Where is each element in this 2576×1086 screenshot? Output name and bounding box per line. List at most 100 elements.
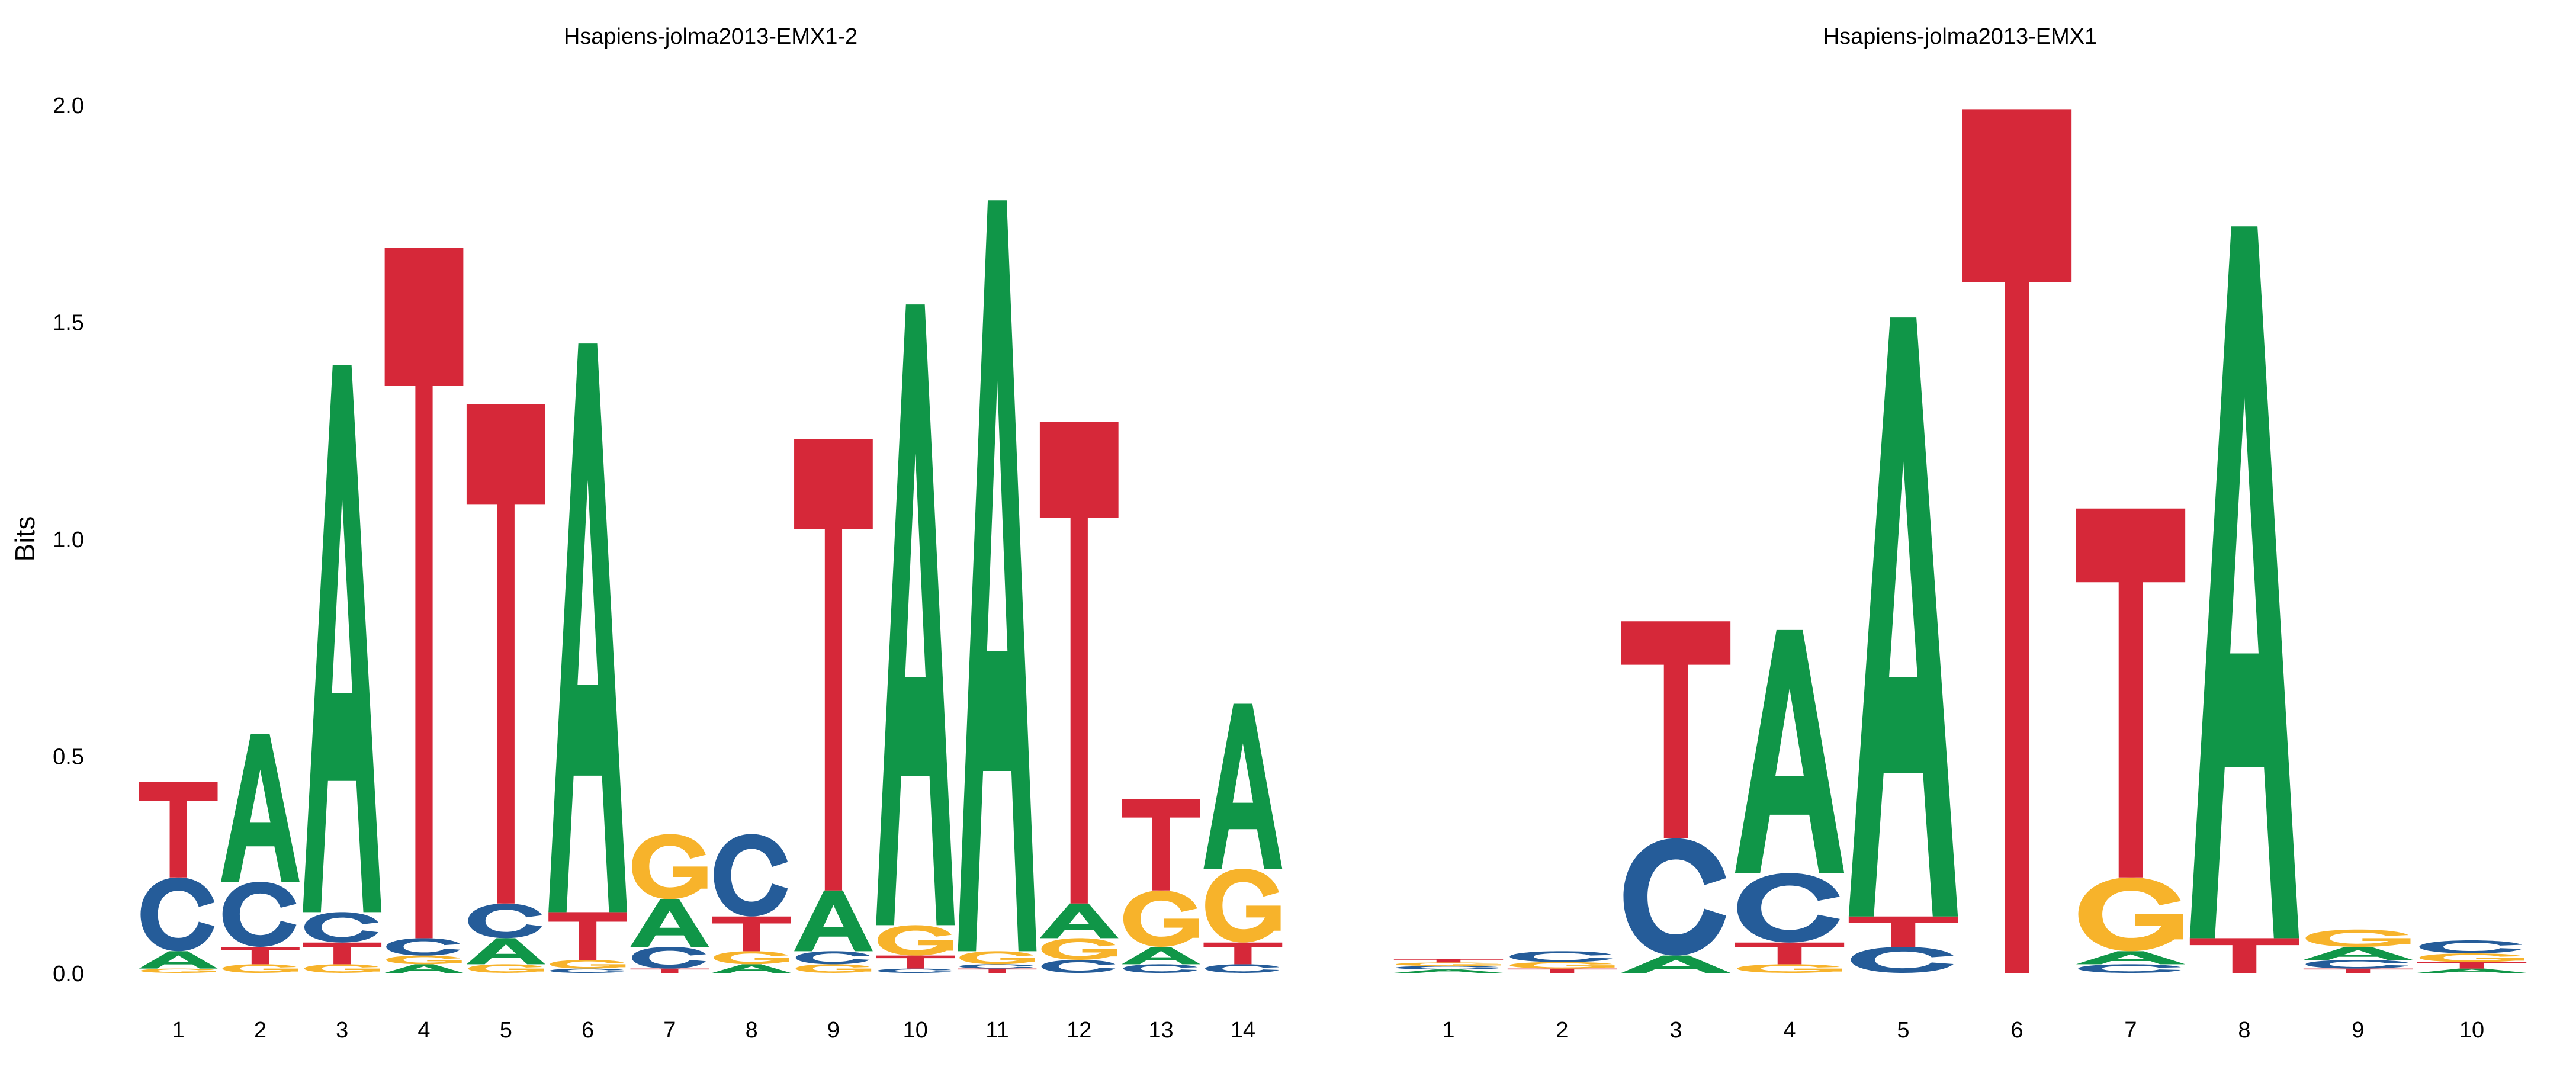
logo-position-5 [1848,317,1958,973]
x-tick-label: 5 [500,1018,512,1043]
x-tick-label: 8 [746,1018,758,1043]
glyph-a-shape [876,304,955,926]
glyph-c-shape [1623,838,1726,956]
letter-g [550,960,626,969]
glyph-t-shape [712,916,791,952]
letter-c [386,938,461,956]
glyph-c-shape [795,951,870,965]
letter-a [958,200,1037,952]
x-tick-label: 8 [2238,1018,2250,1043]
glyph-c-shape [222,882,297,947]
letter-g [304,964,380,973]
logo-position-9 [794,439,873,973]
logo-position-10 [876,304,955,973]
glyph-t-shape [303,942,382,965]
glyph-a-shape [630,899,709,947]
letter-g [222,964,298,973]
letter-t [794,439,873,891]
y-tick-label: 1.5 [53,311,84,336]
glyph-a-shape [1621,955,1731,973]
logo-position-6 [1962,109,2072,973]
letter-c [1509,951,1613,962]
glyph-g-shape [632,834,708,899]
glyph-a-shape [1203,703,1283,869]
letter-c [1041,960,1116,973]
glyph-t-shape [1122,799,1200,891]
logo-position-4 [384,248,464,973]
glyph-t-shape [2076,508,2186,878]
logo-position-14 [1203,703,1283,973]
logo-position-5 [466,404,545,973]
letter-t [2417,962,2527,969]
y-tick-label: 0.0 [53,962,84,987]
x-tick-label: 7 [2124,1018,2137,1043]
glyph-t-shape [2417,962,2527,969]
logo-position-2 [221,734,300,973]
glyph-t-shape [1203,942,1283,965]
letter-t [139,782,218,878]
letter-g [632,834,708,899]
letter-g [1509,962,1615,969]
glyph-c-shape [1737,873,1840,943]
glyph-a-shape [139,951,218,969]
glyph-g-shape [140,968,216,973]
glyph-t-shape [2303,968,2413,973]
letter-c [1123,964,1197,973]
logo-position-12 [1039,422,1119,973]
letter-a [1621,955,1731,973]
glyph-a-shape [1122,947,1200,965]
letter-t [1393,959,1504,963]
letter-t [221,947,300,965]
y-tick-label: 0.5 [53,745,84,770]
letter-t [384,248,464,939]
glyph-a-shape [2076,951,2186,965]
glyph-g-shape [2078,877,2183,952]
x-tick-label: 9 [827,1018,840,1043]
letter-a [1039,903,1119,939]
glyph-c-shape [632,947,706,969]
logo-position-1 [139,782,218,973]
glyph-t-shape [384,248,464,939]
glyph-t-shape [958,968,1037,973]
glyph-c-shape [714,834,788,917]
letter-t [876,955,955,969]
letter-a [630,899,709,947]
letter-t [2189,938,2299,973]
letter-c [550,968,624,973]
letter-c [140,877,215,952]
letter-c [1623,838,1726,956]
letter-g [959,951,1035,965]
glyph-a-shape [2189,226,2299,939]
logo-position-8 [2189,226,2299,973]
logo-position-4 [1735,629,1845,973]
letter-g [795,964,872,973]
glyph-a-shape [384,964,464,973]
x-tick-label: 3 [336,1018,348,1043]
logo-position-1 [1393,959,1504,973]
glyph-t-shape [876,955,955,969]
letter-g [2419,953,2524,962]
glyph-c-shape [140,877,215,952]
glyph-a-shape [548,343,627,913]
glyph-c-shape [1205,964,1279,973]
glyph-t-shape [630,968,709,973]
glyph-c-shape [959,964,1034,969]
x-tick-label: 10 [903,1018,928,1043]
letter-a [384,964,464,973]
letter-t [303,942,382,965]
letter-t [1735,942,1845,965]
letter-a [1848,317,1958,917]
letter-g [877,925,953,956]
glyph-c-shape [2419,940,2522,954]
letter-g [468,964,544,973]
glyph-a-shape [1393,969,1504,973]
glyph-a-shape [2417,968,2527,973]
letter-a [1735,629,1845,873]
logo-position-6 [548,343,627,973]
letter-a [139,951,218,969]
x-tick-label: 6 [2010,1018,2023,1043]
glyph-g-shape [1041,938,1117,960]
glyph-t-shape [1735,942,1845,965]
